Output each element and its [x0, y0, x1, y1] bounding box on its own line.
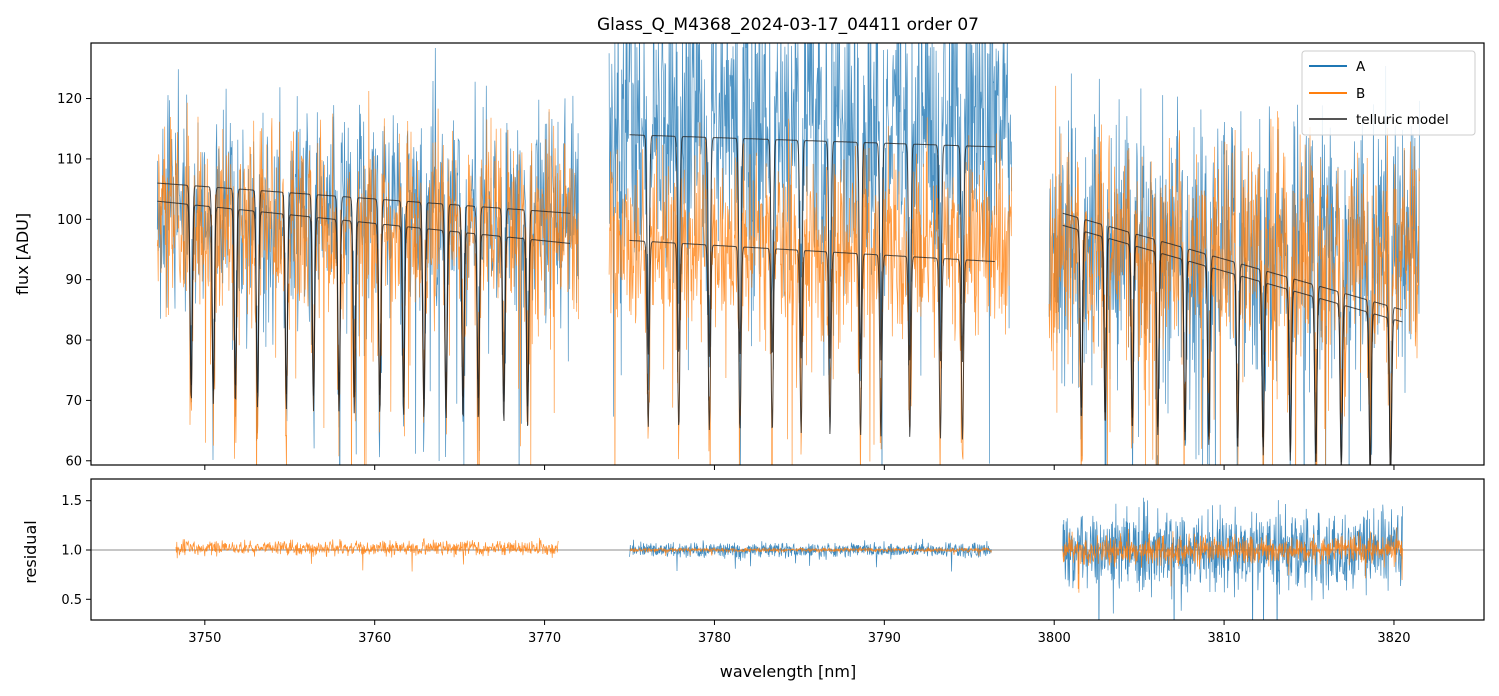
- x-tick-label: 3810: [1208, 631, 1241, 646]
- top-y-tick-label: 80: [65, 334, 82, 349]
- bottom-y-axis: 0.5 1.0 1.5: [61, 494, 91, 608]
- top-panel: 60 70 80 90 100 110 120 flux [ADU] A B telluri…: [13, 42, 1485, 470]
- top-y-tick-label: 60: [65, 454, 82, 469]
- legend: A B telluric model: [1301, 50, 1476, 136]
- x-tick-label: 3760: [358, 631, 391, 646]
- x-axis-label: wavelength [nm]: [720, 662, 857, 681]
- chart-title: Glass_Q_M4368_2024-03-17_04411 order 07: [597, 15, 979, 35]
- x-tick-label: 3790: [868, 631, 901, 646]
- bottom-panel: 0.5 1.0 1.5 3750 3760 3770 3780 3790 3800 3810 38…: [21, 478, 1485, 646]
- top-y-axis: 60 70 80 90 100 110 120: [57, 92, 91, 469]
- residual-a-segment-1: [1062, 497, 1403, 620]
- series-a-segment-0: [156, 47, 579, 465]
- residual-b-segment-2: [1062, 527, 1403, 593]
- bottom-y-tick-label: 0.5: [61, 593, 82, 608]
- telluric-model-curve-2: [629, 134, 995, 363]
- telluric-model-curve-4: [1062, 212, 1403, 465]
- telluric-model-curve-1: [157, 200, 571, 426]
- top-y-tick-label: 70: [65, 394, 82, 409]
- top-axes-frame: [90, 42, 1485, 466]
- telluric-model-curve-3: [629, 239, 995, 440]
- residual-b-segment-0: [175, 537, 559, 572]
- x-tick-label: 3780: [698, 631, 731, 646]
- x-tick-label: 3800: [1038, 631, 1071, 646]
- series-b-segment-0: [156, 90, 579, 465]
- bottom-y-axis-label: residual: [21, 520, 40, 583]
- bottom-y-tick-label: 1.0: [61, 543, 82, 558]
- top-plot-area: [156, 43, 1420, 465]
- residual-a-segment-0: [629, 538, 992, 572]
- x-tick-label: 3770: [528, 631, 561, 646]
- top-x-ticks: [204, 465, 1395, 470]
- series-b-segment-1: [608, 117, 1013, 465]
- top-y-tick-label: 100: [57, 213, 82, 228]
- telluric-model-curve-5: [1062, 224, 1403, 465]
- legend-label-b: B: [1356, 86, 1365, 102]
- top-y-tick-label: 110: [57, 152, 82, 167]
- series-b-segment-2: [1048, 85, 1420, 465]
- legend-label-telluric: telluric model: [1356, 112, 1449, 128]
- top-y-tick-label: 90: [65, 273, 82, 288]
- top-y-axis-label: flux [ADU]: [13, 213, 32, 295]
- bottom-plot-area: [91, 497, 1484, 620]
- bottom-y-tick-label: 1.5: [61, 494, 82, 509]
- x-axis: 3750 3760 3770 3780 3790 3800 3810 3820: [188, 620, 1411, 646]
- legend-box: [1301, 50, 1476, 136]
- x-tick-label: 3820: [1377, 631, 1410, 646]
- top-y-tick-label: 120: [57, 92, 82, 107]
- telluric-model-curve-0: [157, 182, 571, 407]
- residual-b-segment-1: [629, 546, 992, 557]
- legend-label-a: A: [1356, 59, 1366, 75]
- x-tick-label: 3750: [188, 631, 221, 646]
